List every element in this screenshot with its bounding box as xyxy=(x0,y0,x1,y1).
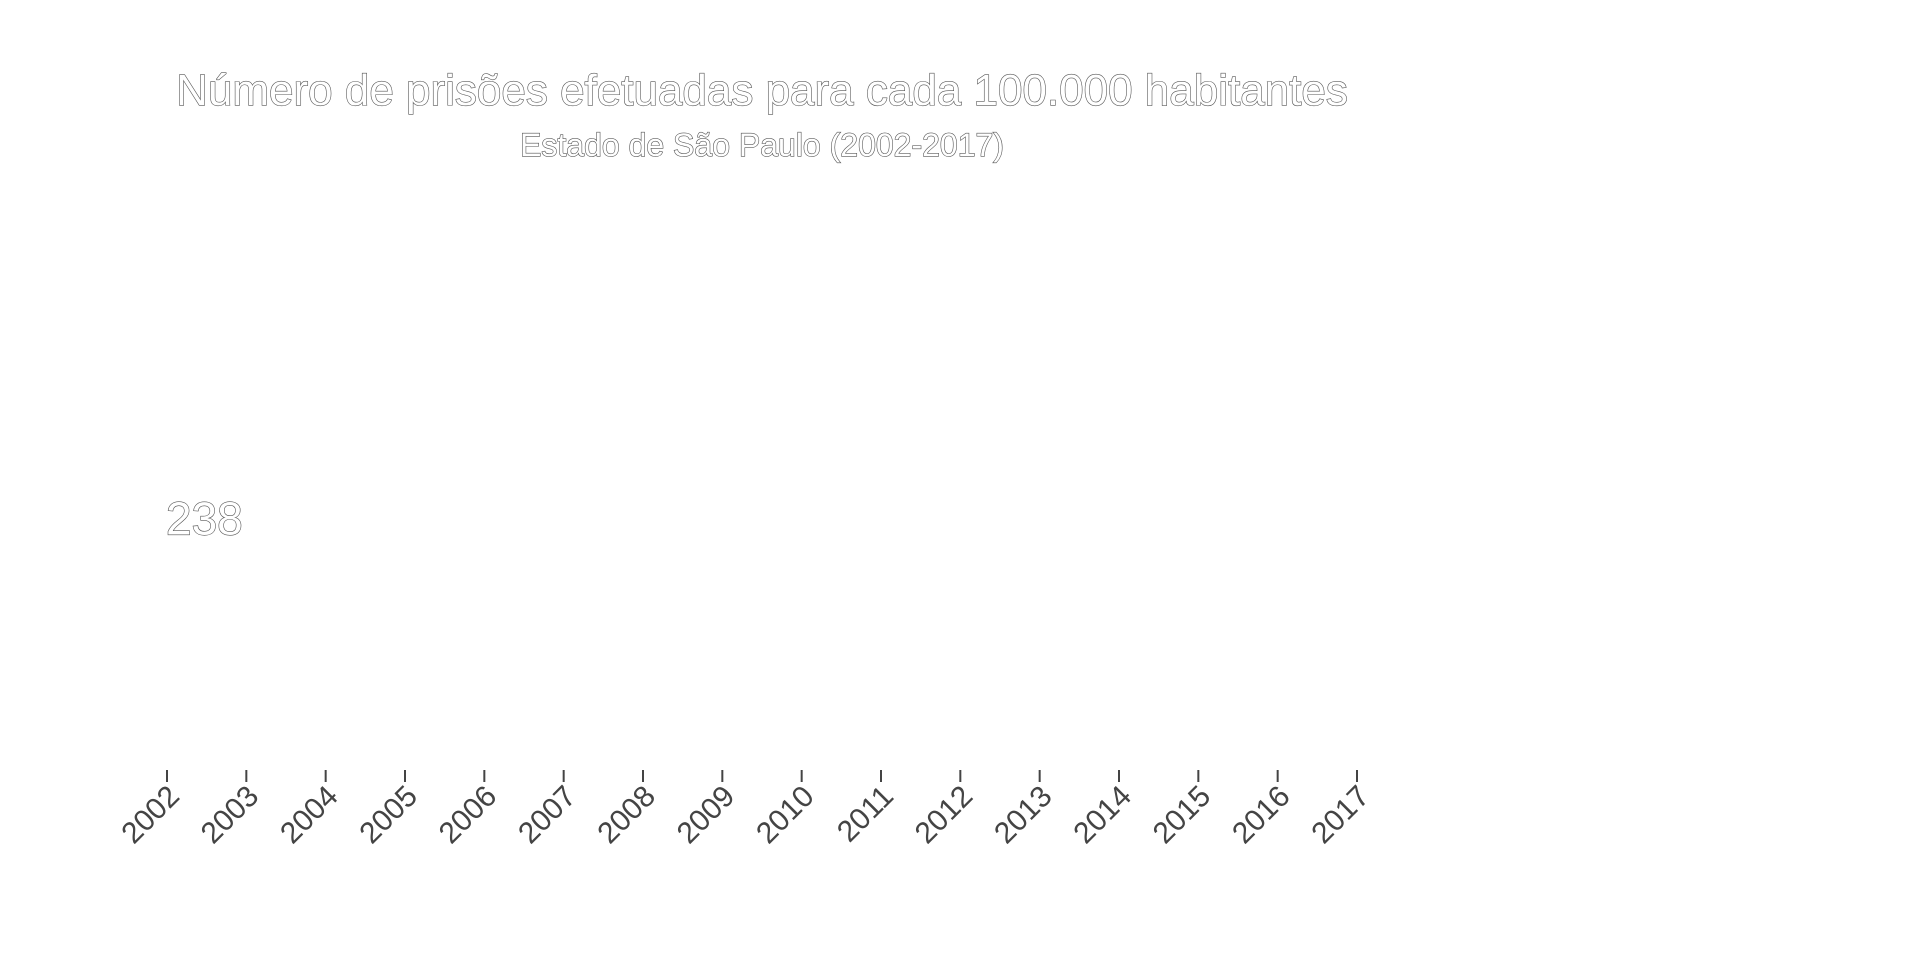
x-tick-label: 2010 xyxy=(750,780,821,851)
data-label: 238 xyxy=(166,493,243,545)
x-tick-label: 2006 xyxy=(433,780,504,851)
x-tick-label: 2003 xyxy=(195,780,266,851)
x-tick-label: 2004 xyxy=(274,780,345,851)
x-tick-label: 2011 xyxy=(831,780,900,849)
x-tick-label: 2013 xyxy=(988,780,1059,851)
plot-area: 238 xyxy=(165,492,243,545)
x-tick-label: 2009 xyxy=(671,780,742,851)
x-tick-label: 2008 xyxy=(591,780,662,851)
x-tick-label: 2015 xyxy=(1147,780,1218,851)
x-tick-label: 2017 xyxy=(1305,780,1376,851)
x-tick-label: 2016 xyxy=(1226,780,1297,851)
x-tick-label: 2007 xyxy=(512,780,583,851)
chart-subtitle: Estado de São Paulo (2002-2017) xyxy=(520,127,1004,163)
x-tick-label: 2002 xyxy=(115,780,186,851)
x-axis: 2002 2003 2004 2005 2006 2007 2008 2009 2010 2011… xyxy=(115,770,1376,850)
x-tick-label: 2012 xyxy=(909,780,980,851)
chart-title: Número de prisões efetuadas para cada 10… xyxy=(176,66,1348,115)
x-tick-label: 2014 xyxy=(1067,780,1138,851)
x-tick-label: 2005 xyxy=(353,780,424,851)
